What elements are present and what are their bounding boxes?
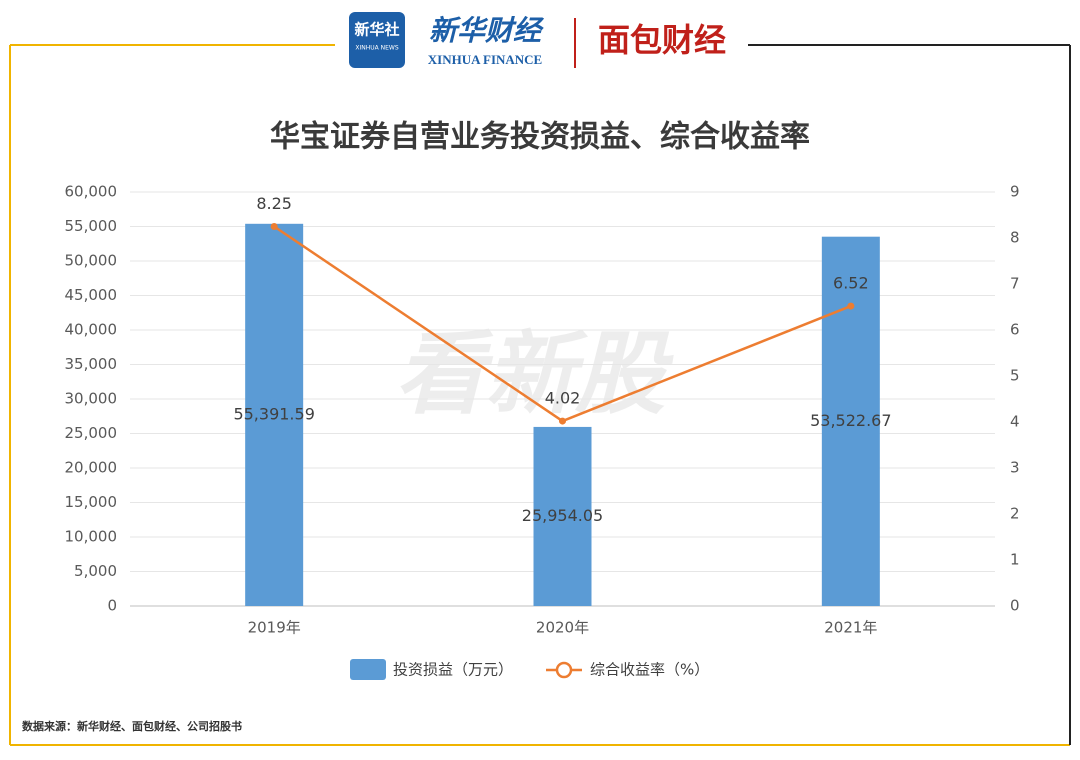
y-tick-label: 20,000 [65,459,118,477]
bar-value-label: 53,522.67 [810,411,891,430]
y2-tick-label: 9 [1010,183,1020,201]
x-tick-label: 2021年 [824,619,877,637]
legend-label: 综合收益率（%） [590,661,709,679]
bar [533,426,592,606]
bar [821,236,880,606]
y2-tick-label: 2 [1010,505,1020,523]
line-point [559,417,566,425]
line-value-label: 8.25 [256,194,292,213]
logo2-sub: XINHUA FINANCE [428,52,542,67]
logo1: 新华社 [354,21,399,39]
y-tick-label: 45,000 [65,286,118,304]
logo-box [349,12,405,68]
y-tick-label: 55,000 [65,217,118,235]
y-tick-label: 10,000 [65,528,118,546]
bar-value-label: 25,954.05 [522,506,603,525]
y2-tick-label: 1 [1010,551,1020,569]
line-value-label: 4.02 [545,389,581,408]
x-tick-label: 2019年 [248,619,301,637]
y-tick-label: 30,000 [65,390,118,408]
y2-tick-label: 4 [1010,413,1020,431]
y2-tick-label: 0 [1010,597,1020,615]
logo2: 新华财经 [429,14,545,47]
legend-label: 投资损益（万元） [393,661,513,679]
y2-tick-label: 3 [1010,459,1020,477]
x-tick-label: 2020年 [536,619,589,637]
y2-tick-label: 5 [1010,367,1020,385]
y-tick-label: 60,000 [65,183,118,201]
line-value-label: 6.52 [833,274,869,293]
y-tick-label: 25,000 [65,424,118,442]
y-tick-label: 5,000 [74,562,117,580]
source-note: 数据来源：新华财经、面包财经、公司招股书 [22,719,242,733]
logo1-sub: XINHUA NEWS [355,45,398,52]
bar-value-label: 55,391.59 [233,404,314,423]
y2-tick-label: 7 [1010,275,1020,293]
y2-tick-label: 8 [1010,229,1020,247]
y-tick-label: 50,000 [65,252,118,270]
y-tick-label: 0 [107,597,117,615]
legend-swatch [350,659,386,680]
legend-swatch [555,661,573,679]
y2-tick-label: 6 [1010,321,1020,339]
line-point [847,302,855,310]
y-tick-label: 40,000 [65,321,118,339]
line-point [270,223,278,230]
y-tick-label: 35,000 [65,355,118,373]
chart-title: 华宝证券自营业务投资损益、综合收益率 [270,120,810,155]
logo3: 面包财经 [598,21,726,59]
bar [245,223,304,606]
y-tick-label: 15,000 [65,493,118,511]
